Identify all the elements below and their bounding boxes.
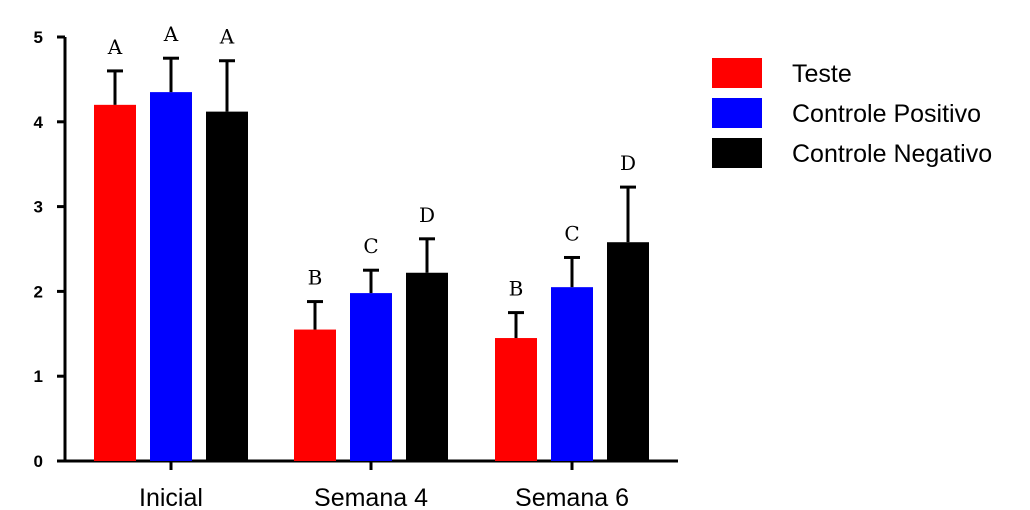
x-tick-label: Inicial [139, 484, 203, 510]
y-tick-label: 4 [34, 113, 44, 132]
y-tick-label: 3 [34, 198, 43, 217]
bars: A A A B C D B C D [94, 22, 649, 462]
significance-label: D [620, 151, 636, 175]
significance-label: C [564, 221, 579, 245]
bar [150, 92, 192, 462]
bar [206, 111, 248, 462]
category-labels: Inicial Semana 4 Semana 6 [139, 484, 629, 510]
legend-swatch [712, 138, 762, 168]
bar [350, 293, 392, 461]
significance-label: A [107, 35, 123, 59]
bar [294, 329, 336, 461]
legend-swatch [712, 58, 762, 88]
significance-label: C [363, 234, 378, 258]
legend-label: Controle Positivo [792, 100, 981, 128]
bar [607, 242, 649, 461]
legend: Teste Controle Positivo Controle Negativo [712, 58, 992, 168]
significance-label: B [308, 266, 323, 290]
x-tick-label: Semana 4 [314, 484, 428, 510]
significance-label: D [419, 203, 435, 227]
bar [495, 338, 537, 461]
bar [94, 104, 136, 461]
bar [551, 287, 593, 461]
y-tick-label: 5 [34, 28, 43, 47]
significance-label: A [163, 22, 179, 46]
significance-label: B [509, 277, 524, 301]
x-tick-label: Semana 6 [515, 484, 629, 510]
y-tick-label: 1 [34, 367, 43, 386]
y-tick-label: 0 [34, 452, 43, 471]
legend-swatch [712, 98, 762, 128]
significance-label: A [219, 25, 235, 49]
y-tick-label: 2 [34, 282, 43, 301]
legend-label: Controle Negativo [792, 140, 992, 168]
bar [406, 272, 448, 461]
legend-label: Teste [792, 60, 852, 88]
